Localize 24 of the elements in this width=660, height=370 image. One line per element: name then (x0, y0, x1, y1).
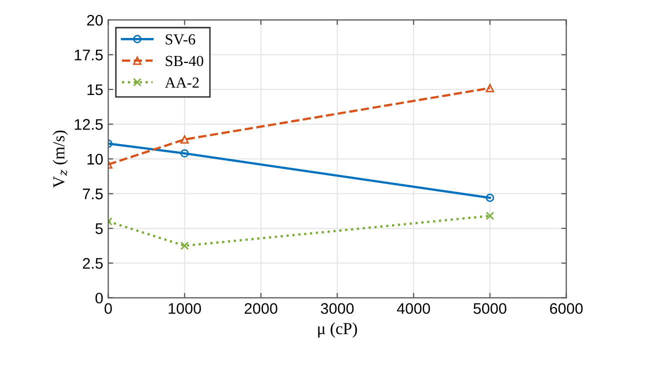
y-tick-label: 17.5 (74, 50, 103, 60)
x-tick-label: 0 (104, 303, 112, 314)
point (486, 194, 494, 202)
x-tick-label: 6000 (550, 303, 583, 314)
x-tick-label: 5000 (474, 303, 506, 314)
x-tick-label: 1000 (168, 303, 201, 314)
y-tick-label: 2.5 (82, 258, 103, 269)
y-tick-label: 7.5 (82, 188, 103, 200)
x-axis-title: μ (cP) (318, 322, 357, 338)
x-tick-label: 2000 (244, 303, 278, 314)
y-tick-label: 15 (88, 84, 103, 96)
point (486, 212, 494, 220)
legend-label: AA-2 (164, 77, 199, 88)
y-tick-label: 20 (87, 14, 103, 26)
legend-label: SB-40 (166, 56, 204, 66)
y-tick-label: 0 (95, 292, 103, 304)
point (486, 84, 494, 92)
y-axis-title: V$_{z}$ (m/s) (52, 130, 68, 188)
y-tick-label: 10 (88, 154, 103, 165)
x-tick-label: 3000 (320, 303, 354, 314)
y-tick-label: 12.5 (74, 119, 103, 130)
x-tick-label: 4000 (396, 303, 430, 314)
y-tick-label: 5 (95, 223, 103, 234)
legend-label: SV-6 (166, 34, 196, 45)
